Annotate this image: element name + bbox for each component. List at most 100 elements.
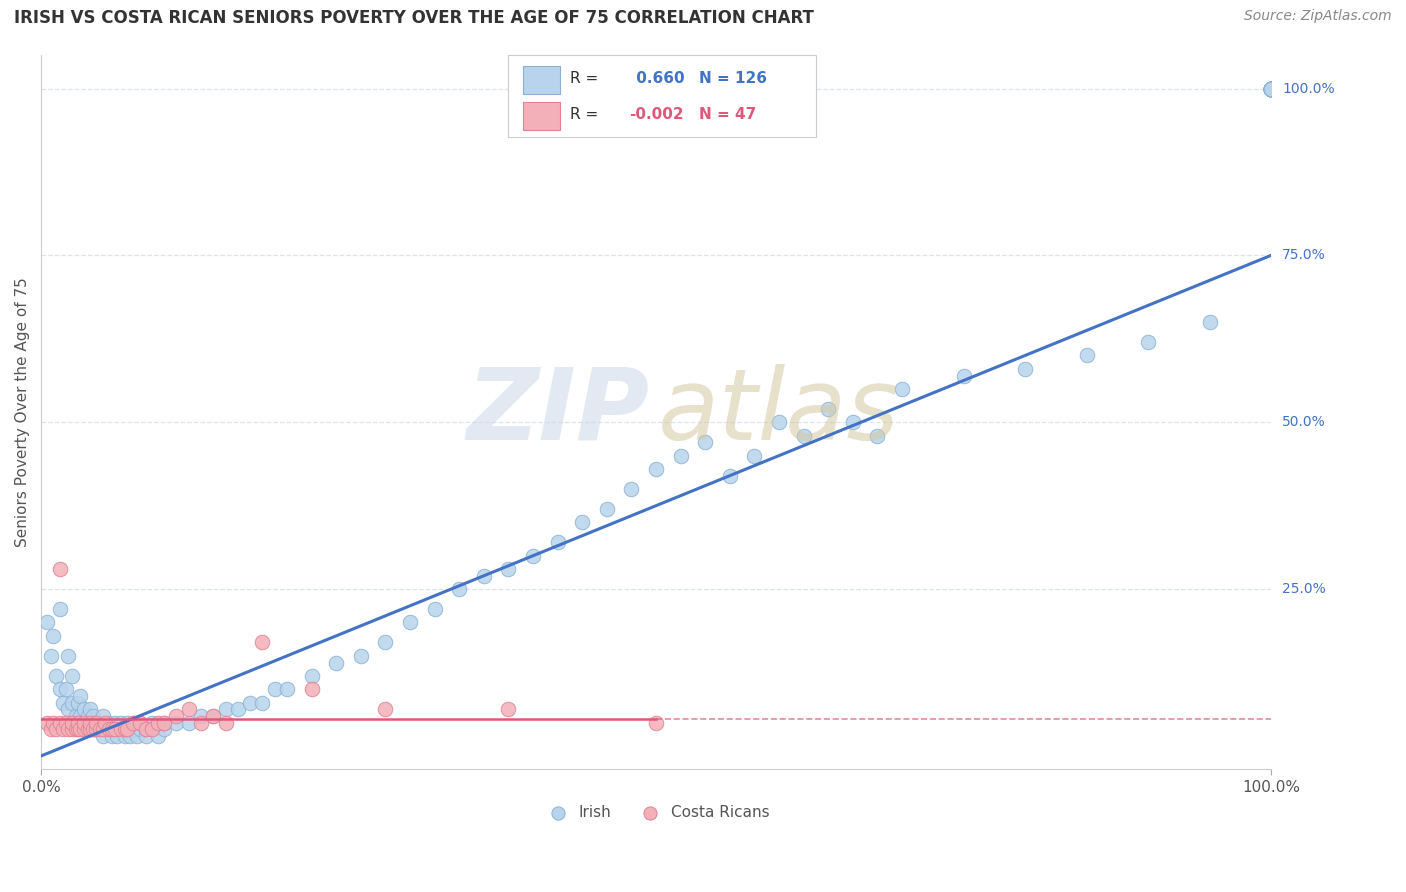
Point: [146, 715, 169, 730]
Point: [350, 648, 373, 663]
Point: [91, 729, 114, 743]
Point: [263, 682, 285, 697]
Point: [82, 709, 104, 723]
Point: [135, 723, 157, 737]
Point: [645, 715, 668, 730]
Point: [56, 702, 79, 716]
Point: [56, 648, 79, 663]
Point: [498, 562, 520, 576]
Bar: [523, 66, 560, 95]
Point: [1260, 81, 1282, 95]
Point: [1260, 81, 1282, 95]
Point: [1260, 81, 1282, 95]
Point: [56, 723, 79, 737]
Point: [105, 729, 128, 743]
Point: [252, 696, 274, 710]
Point: [91, 709, 114, 723]
Text: -0.002: -0.002: [628, 107, 683, 122]
Text: 100.0%: 100.0%: [1282, 81, 1334, 95]
Point: [190, 715, 212, 730]
Point: [86, 715, 108, 730]
Point: [115, 723, 138, 737]
Point: [101, 723, 124, 737]
Point: [141, 723, 163, 737]
Point: [122, 715, 145, 730]
Point: [423, 602, 446, 616]
Point: [1260, 81, 1282, 95]
Point: [596, 502, 619, 516]
Legend: Irish, Costa Ricans: Irish, Costa Ricans: [536, 798, 776, 826]
Point: [122, 723, 145, 737]
Point: [66, 696, 89, 710]
Point: [1260, 81, 1282, 95]
Point: [52, 723, 75, 737]
Point: [153, 715, 176, 730]
Point: [1260, 81, 1282, 95]
Point: [1260, 81, 1282, 95]
Point: [60, 669, 83, 683]
Point: [76, 709, 98, 723]
Point: [695, 435, 717, 450]
Point: [252, 635, 274, 649]
Point: [82, 723, 104, 737]
Point: [135, 723, 157, 737]
Point: [76, 723, 98, 737]
Point: [669, 449, 692, 463]
Point: [214, 715, 236, 730]
Point: [118, 729, 141, 743]
Text: ZIP: ZIP: [467, 364, 650, 461]
Point: [153, 715, 176, 730]
Point: [522, 549, 544, 563]
Point: [82, 723, 104, 737]
Point: [817, 401, 839, 416]
Point: [110, 723, 132, 737]
Point: [153, 723, 176, 737]
Text: N = 126: N = 126: [699, 71, 768, 87]
Point: [37, 715, 59, 730]
Point: [141, 715, 163, 730]
Point: [1260, 81, 1282, 95]
Point: [94, 715, 117, 730]
Point: [79, 723, 101, 737]
Text: 75.0%: 75.0%: [1282, 248, 1326, 262]
Point: [842, 415, 865, 429]
Point: [399, 615, 422, 630]
Point: [1260, 81, 1282, 95]
Point: [718, 468, 741, 483]
Point: [42, 715, 65, 730]
Text: N = 47: N = 47: [699, 107, 756, 122]
Point: [301, 669, 323, 683]
Point: [104, 723, 127, 737]
Point: [793, 428, 815, 442]
Point: [39, 723, 62, 737]
Point: [128, 723, 150, 737]
Point: [1260, 81, 1282, 95]
Point: [73, 702, 96, 716]
Point: [128, 715, 150, 730]
Point: [73, 715, 96, 730]
Point: [571, 516, 593, 530]
Point: [69, 723, 91, 737]
Point: [42, 629, 65, 643]
Point: [76, 723, 98, 737]
Point: [115, 723, 138, 737]
Point: [45, 723, 67, 737]
Point: [114, 723, 136, 737]
Point: [115, 715, 138, 730]
Point: [60, 723, 83, 737]
Point: [1260, 81, 1282, 95]
Point: [141, 723, 163, 737]
Point: [48, 562, 70, 576]
Point: [135, 729, 157, 743]
Point: [110, 715, 132, 730]
Point: [104, 715, 127, 730]
Point: [1260, 81, 1282, 95]
Point: [86, 715, 108, 730]
Point: [1260, 81, 1282, 95]
Point: [101, 729, 124, 743]
Point: [39, 648, 62, 663]
Y-axis label: Seniors Poverty Over the Age of 75: Seniors Poverty Over the Age of 75: [15, 277, 30, 547]
Point: [1260, 81, 1282, 95]
Point: [73, 723, 96, 737]
Point: [744, 449, 766, 463]
